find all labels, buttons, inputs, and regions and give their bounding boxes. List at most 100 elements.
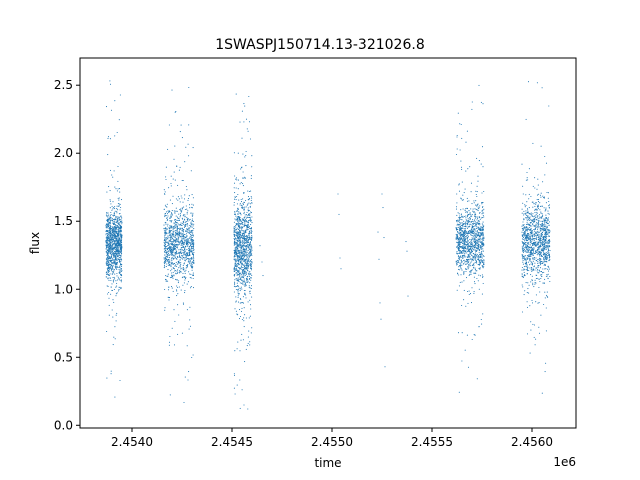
data-point	[460, 260, 462, 262]
data-point	[246, 204, 248, 206]
data-point	[179, 266, 181, 268]
data-point	[167, 289, 170, 291]
data-point	[110, 268, 112, 270]
data-point	[171, 287, 173, 289]
data-point	[472, 253, 474, 255]
data-point	[176, 246, 178, 249]
data-point	[181, 224, 183, 226]
data-point	[238, 285, 240, 287]
data-point	[483, 190, 485, 193]
data-point	[175, 249, 177, 251]
data-point	[233, 204, 235, 206]
data-point	[250, 228, 253, 230]
data-point	[165, 241, 167, 243]
data-point	[163, 224, 165, 226]
data-point	[112, 344, 114, 346]
data-point	[233, 373, 235, 375]
data-point	[463, 273, 465, 275]
data-point	[249, 262, 251, 264]
data-point	[529, 244, 531, 246]
data-point	[481, 235, 483, 237]
data-point	[248, 271, 250, 273]
data-point	[109, 199, 111, 201]
data-point	[535, 267, 537, 269]
data-point	[239, 379, 241, 381]
data-point	[479, 246, 481, 248]
data-point	[235, 288, 237, 291]
data-point	[167, 218, 169, 220]
data-point	[473, 234, 475, 236]
data-point	[112, 208, 114, 210]
data-point	[464, 240, 466, 242]
data-point	[110, 211, 112, 214]
data-point	[464, 261, 466, 263]
data-point	[473, 259, 475, 261]
data-point	[473, 276, 475, 278]
data-point	[243, 176, 245, 178]
data-point	[248, 121, 251, 123]
data-point	[243, 264, 245, 266]
data-point	[188, 124, 190, 126]
data-point	[251, 222, 253, 224]
data-point	[481, 240, 483, 242]
data-point	[115, 314, 117, 316]
data-point	[238, 225, 241, 228]
data-point	[247, 342, 249, 344]
data-point	[113, 269, 116, 271]
data-point	[474, 214, 476, 216]
data-point	[537, 268, 539, 270]
data-point	[461, 250, 464, 252]
data-point	[247, 130, 249, 132]
data-point	[116, 279, 119, 281]
data-point	[248, 317, 250, 319]
data-point	[247, 225, 249, 227]
data-point	[470, 242, 472, 244]
data-point	[246, 226, 248, 228]
data-point	[244, 361, 246, 363]
data-point	[239, 241, 241, 243]
data-point	[461, 227, 463, 229]
data-point	[175, 238, 177, 241]
data-point	[176, 219, 178, 221]
data-point	[239, 243, 241, 245]
data-point	[167, 264, 169, 266]
data-point	[249, 217, 251, 219]
data-point	[181, 235, 183, 237]
data-point	[247, 239, 250, 241]
data-point	[544, 371, 546, 373]
data-point	[166, 241, 168, 243]
data-point	[239, 302, 241, 304]
data-point	[463, 247, 465, 249]
data-point	[463, 233, 465, 235]
data-point	[234, 261, 236, 263]
data-point	[469, 247, 472, 249]
data-point	[541, 205, 544, 207]
data-point	[237, 207, 239, 209]
data-point	[117, 220, 119, 222]
data-point	[170, 246, 172, 248]
data-point	[116, 210, 118, 212]
data-point	[457, 255, 460, 257]
data-point	[233, 258, 235, 260]
data-point	[116, 224, 118, 226]
data-point	[236, 238, 238, 240]
data-point	[115, 320, 117, 322]
data-point	[471, 287, 473, 289]
data-point	[238, 309, 241, 311]
data-point	[482, 201, 484, 204]
data-point	[462, 252, 464, 254]
data-point	[187, 199, 189, 201]
data-point	[167, 261, 169, 263]
data-point	[234, 249, 236, 251]
data-point	[184, 276, 186, 278]
data-point	[184, 292, 186, 294]
data-point	[235, 255, 237, 257]
data-point	[242, 247, 244, 249]
data-point	[467, 223, 469, 225]
data-point	[478, 228, 480, 230]
data-point	[182, 231, 184, 233]
data-point	[480, 248, 482, 250]
data-point	[532, 220, 534, 222]
data-points	[105, 80, 551, 410]
data-point	[111, 273, 113, 275]
